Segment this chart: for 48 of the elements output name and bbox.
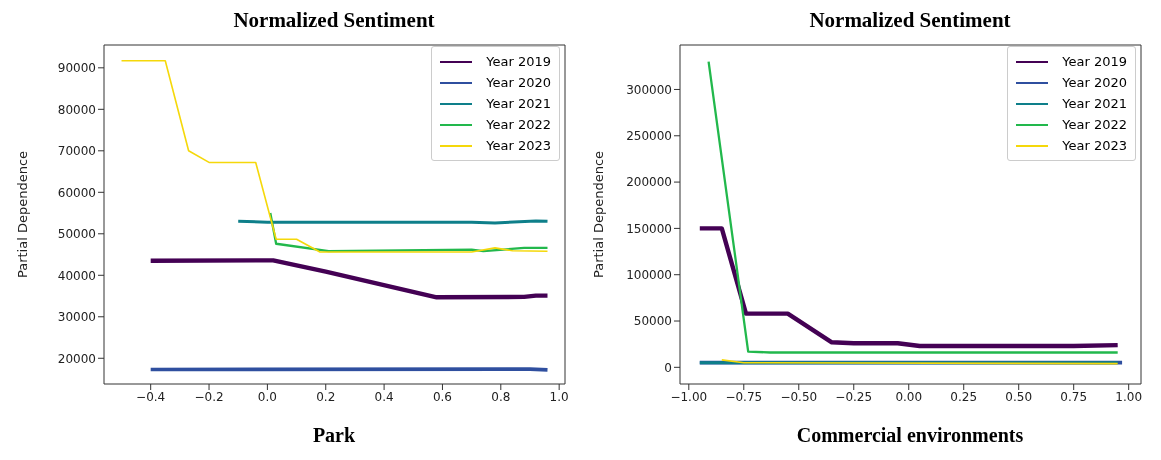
y-tick-label: 150000 bbox=[626, 221, 672, 236]
x-tick-label: 1.00 bbox=[1115, 389, 1143, 404]
legend-label: Year 2022 bbox=[1062, 117, 1127, 132]
legend-label: Year 2019 bbox=[486, 54, 551, 69]
x-tick-label: 0.2 bbox=[316, 389, 336, 404]
y-axis-title: Partial Dependence bbox=[14, 150, 30, 279]
x-tick-label: −0.50 bbox=[780, 389, 818, 404]
x-tick-label: 0.6 bbox=[432, 389, 452, 404]
y-tick-label: 300000 bbox=[626, 82, 672, 97]
x-axis-title: Commercial environments bbox=[795, 424, 1025, 447]
y-tick-label: 250000 bbox=[626, 129, 672, 144]
x-tick-label: 0.8 bbox=[491, 389, 511, 404]
legend-label: Year 2022 bbox=[486, 117, 551, 132]
legend-label: Year 2020 bbox=[486, 75, 551, 90]
x-tick-label: −0.75 bbox=[725, 389, 763, 404]
y-axis-title: Partial Dependence bbox=[590, 150, 606, 279]
y-tick-label: 80000 bbox=[57, 102, 96, 117]
legend-label: Year 2023 bbox=[486, 138, 551, 153]
y-tick-label: 70000 bbox=[57, 144, 96, 159]
x-tick-label: 0.4 bbox=[374, 389, 394, 404]
x-tick-label: −0.2 bbox=[194, 389, 224, 404]
x-tick-label: 0.00 bbox=[895, 389, 923, 404]
legend-label: Year 2019 bbox=[1062, 54, 1127, 69]
chart-title: Normalized Sentiment bbox=[808, 8, 1012, 34]
y-tick-label: 100000 bbox=[626, 267, 672, 282]
x-axis-title: Park bbox=[311, 424, 357, 447]
x-tick-label: 0.75 bbox=[1060, 389, 1088, 404]
legend-label: Year 2023 bbox=[1062, 138, 1127, 153]
chart-title: Normalized Sentiment bbox=[232, 8, 436, 34]
y-tick-label: 30000 bbox=[57, 310, 96, 325]
legend-label: Year 2020 bbox=[1062, 75, 1127, 90]
y-tick-label: 50000 bbox=[633, 314, 672, 329]
x-tick-label: −1.00 bbox=[670, 389, 708, 404]
x-tick-label: −0.4 bbox=[136, 389, 166, 404]
y-tick-label: 200000 bbox=[626, 175, 672, 190]
x-tick-label: 1.0 bbox=[549, 389, 569, 404]
y-tick-label: 90000 bbox=[57, 61, 96, 76]
legend-label: Year 2021 bbox=[486, 96, 551, 111]
y-tick-label: 60000 bbox=[57, 185, 96, 200]
x-tick-label: −0.25 bbox=[835, 389, 873, 404]
y-tick-label: 40000 bbox=[57, 268, 96, 283]
legend-label: Year 2021 bbox=[1062, 96, 1127, 111]
y-tick-label: 0 bbox=[664, 360, 672, 375]
x-tick-label: 0.0 bbox=[257, 389, 277, 404]
y-tick-label: 20000 bbox=[57, 351, 96, 366]
x-tick-label: 0.50 bbox=[1005, 389, 1033, 404]
x-tick-label: 0.25 bbox=[950, 389, 978, 404]
y-tick-label: 50000 bbox=[57, 227, 96, 242]
